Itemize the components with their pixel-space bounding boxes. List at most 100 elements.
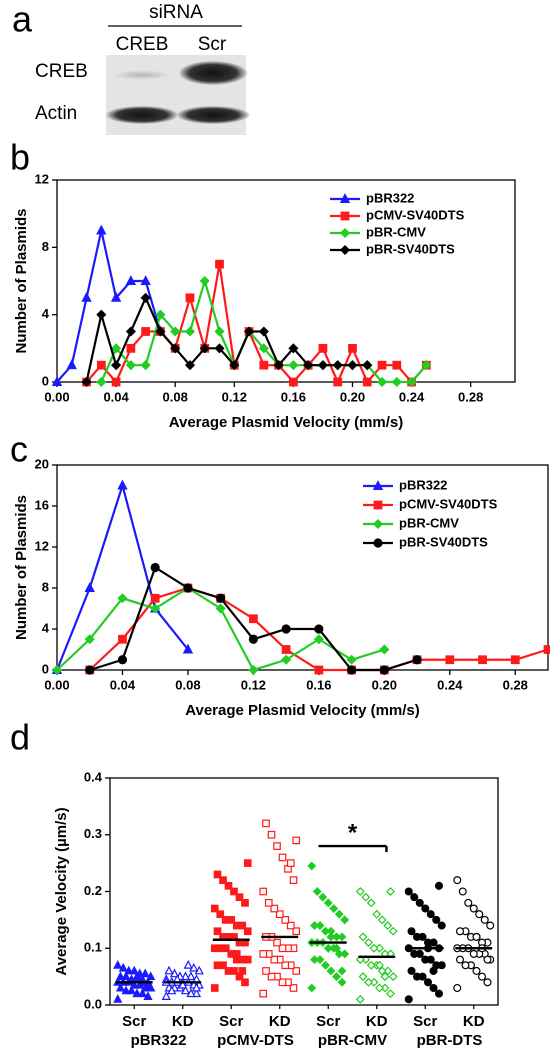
x-tick-label: 0.12 — [241, 677, 266, 692]
marker — [346, 654, 357, 665]
marker — [421, 904, 430, 913]
marker — [362, 360, 373, 371]
marker — [486, 921, 495, 930]
x-tick-label: 0.00 — [44, 389, 69, 404]
marker — [224, 967, 233, 975]
marker — [361, 892, 371, 902]
marker — [213, 961, 222, 970]
marker — [543, 645, 550, 654]
marker — [412, 932, 422, 941]
marker — [445, 655, 455, 665]
marker — [199, 275, 210, 287]
marker — [292, 927, 301, 936]
marker — [141, 327, 151, 336]
marker — [332, 972, 341, 982]
marker — [185, 293, 195, 303]
annotation: * — [348, 819, 358, 846]
marker — [230, 887, 238, 896]
x-tick-label: 0.24 — [399, 389, 425, 404]
marker — [219, 876, 227, 884]
marker — [453, 983, 462, 992]
marker — [310, 955, 319, 965]
marker — [383, 921, 393, 930]
lane-label: Scr — [198, 34, 227, 55]
marker — [318, 892, 328, 902]
group-label: pCMV-DTS — [217, 1032, 294, 1049]
marker — [278, 853, 287, 862]
marker — [281, 645, 291, 654]
marker — [407, 927, 416, 936]
x-tick-label: 0.28 — [458, 389, 483, 404]
marker — [191, 988, 202, 998]
legend-label: pCMV-SV40DTS — [366, 207, 465, 222]
marker — [281, 624, 291, 634]
marker — [140, 292, 151, 303]
legend-marker — [339, 193, 351, 203]
marker — [229, 360, 240, 371]
marker — [366, 898, 376, 908]
legend-marker — [372, 480, 384, 490]
marker — [81, 291, 92, 302]
y-tick-label: 4 — [42, 306, 50, 321]
marker — [214, 326, 225, 337]
marker — [318, 343, 328, 353]
x-tick-label: 0.08 — [163, 389, 188, 404]
marker — [314, 624, 324, 634]
plot-frame — [56, 179, 516, 383]
marker — [96, 376, 107, 388]
x-tick-label: 0.12 — [222, 389, 247, 404]
marker — [96, 309, 107, 320]
marker — [410, 893, 419, 902]
marker — [366, 960, 376, 970]
x-tick-label: Scr — [219, 1013, 243, 1030]
marker — [510, 655, 520, 665]
marker — [469, 949, 478, 958]
marker — [51, 664, 63, 676]
marker — [191, 982, 202, 992]
marker — [469, 904, 478, 913]
marker — [375, 960, 384, 970]
y-tick-label: 0 — [42, 373, 49, 388]
marker — [270, 955, 279, 964]
blot-band — [106, 106, 178, 124]
marker — [289, 876, 298, 884]
x-tick-label: Scr — [413, 1013, 437, 1030]
marker — [150, 562, 160, 573]
marker — [340, 915, 350, 925]
marker — [137, 988, 148, 998]
marker — [259, 950, 268, 958]
y-tick-label: 16 — [35, 497, 49, 512]
y-tick-label: 4 — [42, 620, 50, 635]
marker — [407, 966, 416, 975]
legend-label: pBR322 — [366, 190, 414, 205]
marker — [182, 643, 194, 654]
marker — [464, 898, 473, 907]
marker — [140, 275, 151, 285]
marker — [215, 259, 224, 269]
marker — [421, 955, 430, 964]
marker — [125, 360, 136, 371]
marker — [215, 603, 226, 614]
marker — [259, 360, 269, 370]
marker — [125, 275, 137, 285]
marker — [392, 360, 402, 370]
marker — [288, 343, 299, 354]
marker — [132, 971, 142, 981]
marker — [434, 989, 444, 998]
marker — [273, 360, 284, 371]
blot-header: siRNA — [149, 2, 203, 23]
row-label: Actin — [35, 103, 77, 124]
marker — [115, 982, 126, 992]
marker — [358, 972, 368, 982]
marker — [292, 967, 301, 975]
marker — [313, 634, 324, 645]
marker — [273, 842, 281, 850]
marker — [364, 977, 373, 987]
y-tick-label: 0.4 — [84, 769, 103, 784]
marker — [186, 971, 196, 981]
marker — [404, 887, 413, 896]
marker — [377, 360, 387, 370]
marker — [379, 665, 389, 675]
x-axis-label: Average Plasmid Velocity (mm/s) — [169, 414, 404, 431]
marker — [129, 965, 139, 975]
